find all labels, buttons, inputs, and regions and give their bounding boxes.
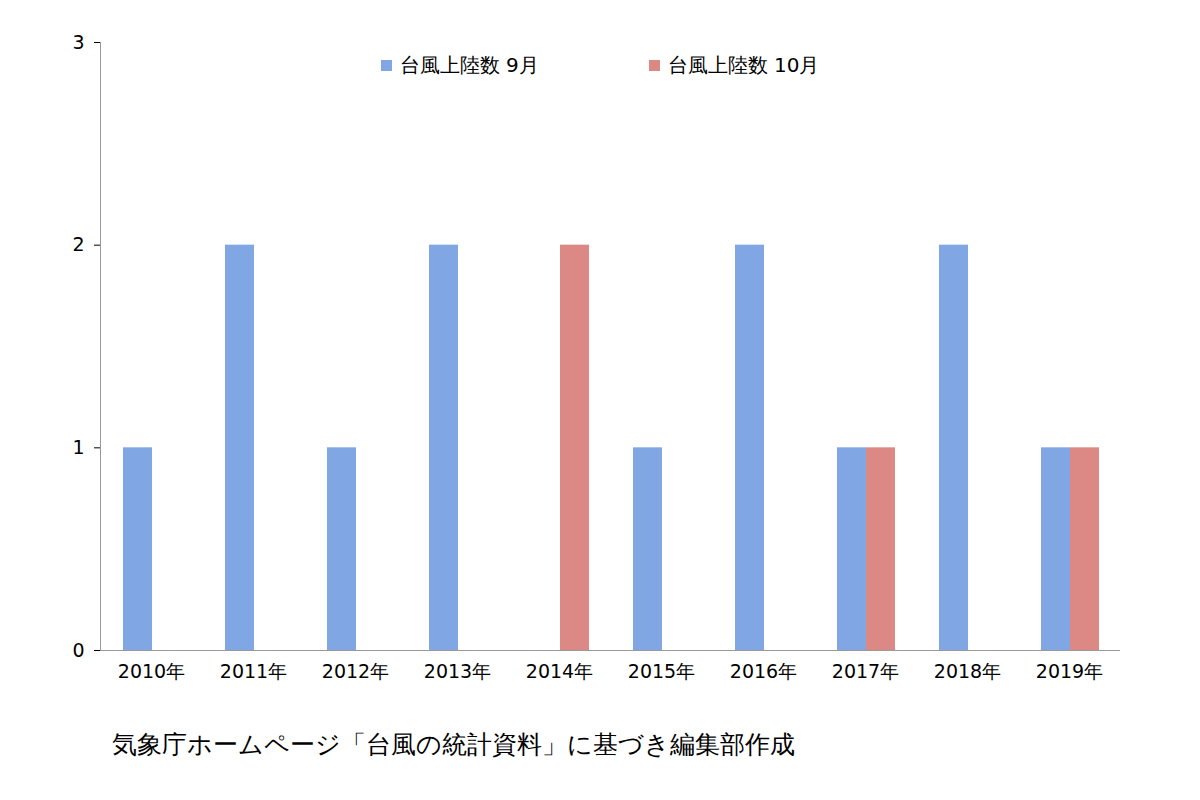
svg-text:2011年: 2011年 [220,660,287,682]
svg-text:2018年: 2018年 [934,660,1001,682]
svg-text:2019年: 2019年 [1036,660,1103,682]
svg-text:2014年: 2014年 [526,660,593,682]
svg-text:2015年: 2015年 [628,660,695,682]
svg-text:2012年: 2012年 [322,660,389,682]
html-text:気象庁ホームページ「台風の統計資料」に基づき編集部作成: 気象庁ホームページ「台風の統計資料」に基づき編集部作成 [112,730,795,759]
html-text:台風上陸数 10月: 台風上陸数 10月 [667,53,820,77]
svg-text:2016年: 2016年 [730,660,797,682]
svg-text:2: 2 [72,233,84,255]
svg-text:2017年: 2017年 [832,660,899,682]
svg-text:1: 1 [72,436,84,458]
svg-text:2013年: 2013年 [424,660,491,682]
html-text:台風上陸数 9月: 台風上陸数 9月 [399,53,539,77]
svg-text:3: 3 [72,31,84,53]
svg-text:0: 0 [72,639,84,661]
svg-text:2010年: 2010年 [118,660,185,682]
